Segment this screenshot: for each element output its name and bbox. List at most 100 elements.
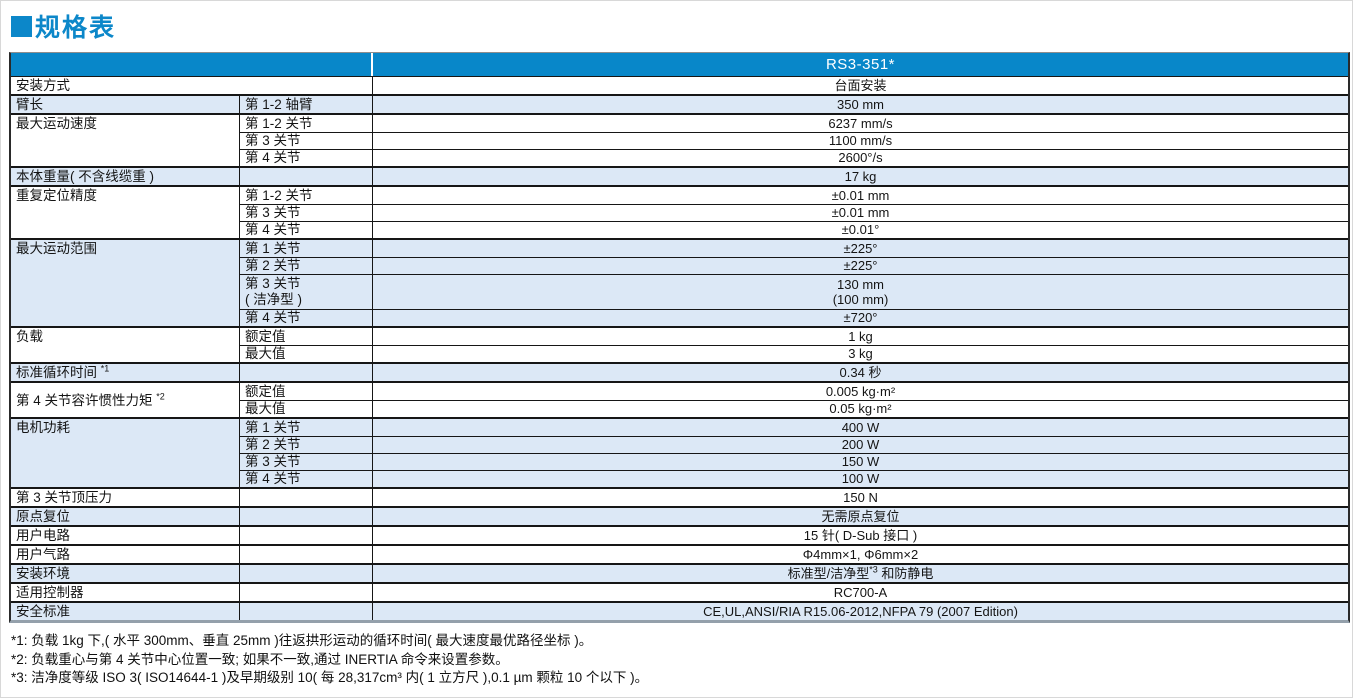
spec-group-label: 安装方式 [11,77,373,94]
spec-group-label: 适用控制器 [11,584,240,601]
spec-value: ±225° [373,240,1348,257]
spec-row: 第 2 关节 200 W [240,436,1348,453]
cell-line: 1100 mm/s [828,133,893,149]
spec-group-label: 原点复位 [11,508,240,525]
spec-sub-label: 第 1-2 关节 [240,187,373,204]
spec-row: 第 1-2 关节 6237 mm/s [240,115,1348,132]
spec-group-label: 用户气路 [11,546,240,563]
cell-line: (100 mm) [832,292,889,307]
spec-sub-label: 第 3 关节 [240,133,373,149]
table-body: 安装方式 台面安装 臂长第 1-2 轴臂 350 mm 最大运动速度第 1-2 关节 62… [11,77,1348,620]
cell-line: 15 针( D-Sub 接口 ) [803,527,918,543]
spec-sub-label [240,565,373,582]
spec-group-rows: 15 针( D-Sub 接口 ) [240,527,1348,544]
spec-sub-label [240,168,373,185]
cell-line: 第 2 关节 [245,437,301,452]
cell-line: ±0.01 mm [831,205,890,221]
spec-value: 100 W [373,471,1348,487]
spec-value: 无需原点复位 [373,508,1348,525]
cell-line: 第 3 关节 [245,454,301,469]
spec-row: 17 kg [240,168,1348,185]
spec-value: 150 N [373,489,1348,506]
spec-value: 0.05 kg·m² [373,401,1348,417]
cell-line: 200 W [841,437,880,453]
spec-group-label: 臂长 [11,96,240,113]
spec-group-label: 安全标准 [11,603,240,620]
cell-line: 额定值 [245,383,286,399]
cell-line: 标准型/洁净型*3 和防静电 [787,564,934,581]
spec-group: 最大运动速度第 1-2 关节 6237 mm/s 第 3 关节 1100 mm/s 第 … [11,113,1348,166]
spec-row: 标准型/洁净型*3 和防静电 [240,565,1348,582]
spec-row: 第 4 关节 100 W [240,470,1348,487]
cell-line: 台面安装 [834,77,887,93]
spec-sub-label [240,364,373,381]
cell-line: 第 4 关节 [245,471,301,486]
spec-value: Φ4mm×1, Φ6mm×2 [373,546,1348,563]
spec-value: 15 针( D-Sub 接口 ) [373,527,1348,544]
spec-group-label-text: 原点复位 [16,509,70,524]
spec-value: 2600°/s [373,150,1348,166]
spec-group-rows: 第 1 关节 ±225° 第 2 关节 ±225° 第 3 关节( 洁净型 ) 130 m… [240,240,1348,326]
spec-group: 安装环境 标准型/洁净型*3 和防静电 [11,563,1348,582]
spec-value: CE,UL,ANSI/RIA R15.06-2012,NFPA 79 (2007… [373,603,1348,620]
cell-line: 第 1 关节 [245,240,301,256]
spec-group-rows: 台面安装 [373,77,1348,94]
spec-group: 用户气路 Φ4mm×1, Φ6mm×2 [11,544,1348,563]
cell-line: 6237 mm/s [828,115,893,131]
cell-line: ±0.01 mm [831,187,890,203]
spec-value: ±0.01 mm [373,187,1348,204]
spec-sub-label: 第 1-2 关节 [240,115,373,132]
spec-value: 0.005 kg·m² [373,383,1348,400]
spec-group-label-text: 臂长 [16,97,43,112]
cell-line: 第 4 关节 [245,150,301,165]
spec-sub-label [240,546,373,563]
spec-row: RC700-A [240,584,1348,601]
spec-group-label-text: 适用控制器 [16,585,84,600]
cell-line: 130 mm [837,276,884,292]
cell-line: 最大值 [245,346,286,361]
spec-group-rows: 额定值 1 kg 最大值 3 kg [240,328,1348,362]
spec-sub-label [240,489,373,506]
spec-group-label-text: 第 4 关节容许惯性力矩 *2 [16,391,165,408]
spec-row: 第 4 关节 ±0.01° [240,221,1348,238]
spec-sub-label: 第 1 关节 [240,240,373,257]
spec-group-label: 本体重量( 不含线缆重 ) [11,168,240,185]
spec-group-rows: 第 1 关节 400 W 第 2 关节 200 W 第 3 关节 150 W 第 4 关节 1… [240,419,1348,487]
spec-sub-label [240,508,373,525]
spec-group: 重复定位精度第 1-2 关节 ±0.01 mm 第 3 关节 ±0.01 mm 第 4 … [11,185,1348,238]
footnote: *2: 负载重心与第 4 关节中心位置一致; 如果不一致,通过 INERTIA … [11,651,509,667]
cell-line: 1 kg [848,328,873,344]
spec-group-label-text: 安全标准 [16,604,70,619]
page-title: 规格表 [11,8,1344,44]
page-title-text: 规格表 [35,14,117,42]
spec-row: CE,UL,ANSI/RIA R15.06-2012,NFPA 79 (2007… [240,603,1348,620]
spec-value: ±0.01 mm [373,205,1348,221]
cell-line: CE,UL,ANSI/RIA R15.06-2012,NFPA 79 (2007… [703,603,1018,619]
spec-row: 最大值 3 kg [240,345,1348,362]
spec-group-rows: 17 kg [240,168,1348,185]
spec-row: 无需原点复位 [240,508,1348,525]
spec-value: 1100 mm/s [373,133,1348,149]
spec-row: 额定值 0.005 kg·m² [240,383,1348,400]
spec-row: 第 1-2 关节 ±0.01 mm [240,187,1348,204]
spec-group-label: 第 4 关节容许惯性力矩 *2 [11,383,240,417]
spec-sub-label: 第 2 关节 [240,437,373,453]
spec-group-rows: 额定值 0.005 kg·m² 最大值 0.05 kg·m² [240,383,1348,417]
cell-line: 17 kg [844,168,877,184]
spec-group: 第 4 关节容许惯性力矩 *2 额定值 0.005 kg·m² 最大值 0.05 kg·… [11,381,1348,417]
spec-group-label-text: 安装方式 [16,78,70,93]
spec-row: 0.34 秒 [240,364,1348,381]
spec-value: 400 W [373,419,1348,436]
spec-group: 原点复位 无需原点复位 [11,506,1348,525]
spec-group-label: 最大运动速度 [11,115,240,166]
spec-group-label: 重复定位精度 [11,187,240,238]
cell-line: 第 1-2 关节 [245,187,313,203]
spec-sub-label: 第 1-2 轴臂 [240,96,373,113]
spec-group: 适用控制器 RC700-A [11,582,1348,601]
spec-value: ±720° [373,310,1348,326]
table-header-row: RS3-351* [11,53,1348,77]
cell-line: 第 4 关节 [245,310,301,325]
spec-group-label-text: 最大运动速度 [16,116,97,131]
